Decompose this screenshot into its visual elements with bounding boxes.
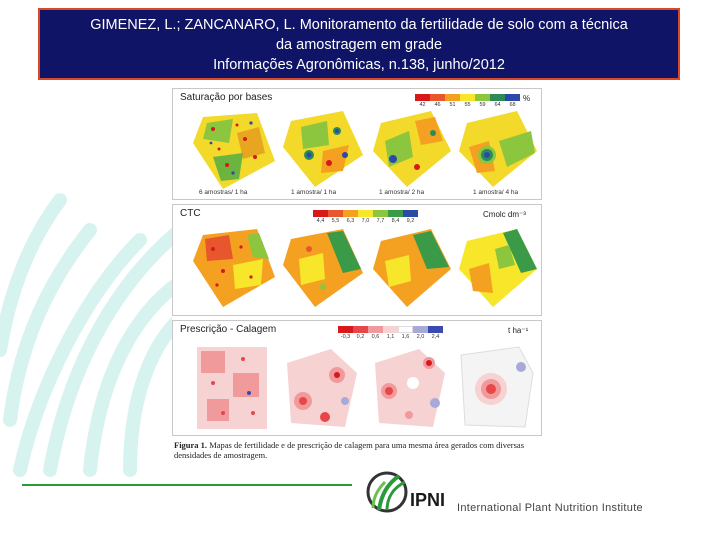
panel-title: Saturação por bases xyxy=(180,92,273,103)
scale-unit: % xyxy=(523,94,531,103)
caption-density-2: 1 amostra/ 1 ha xyxy=(291,189,337,196)
ipni-logo-text: IPNI xyxy=(410,490,446,510)
panel-ctc: CTC 4,4 5,5 6,3 7,0 7,7 8,4 9,2 Cmolc dm⁻³ xyxy=(172,204,542,316)
figure-caption-label: Figura 1. xyxy=(174,440,208,450)
scale-labels: -0,3 0,2 0,6 1,1 1,6 2,0 2,4 xyxy=(340,334,440,340)
figure-caption: Figura 1. Mapas de fertilidade e de pres… xyxy=(174,440,542,460)
panel-title: CTC xyxy=(180,208,201,219)
map-cal-2 xyxy=(287,349,357,427)
map-cal-3 xyxy=(375,349,445,427)
color-scale xyxy=(338,326,443,333)
footer-divider xyxy=(22,484,352,486)
caption-density-3: 1 amostra/ 2 ha xyxy=(379,189,425,196)
map-sat-1 xyxy=(193,113,275,189)
caption-density-1: 6 amostras/ 1 ha xyxy=(199,189,248,196)
figure-maps: Saturação por bases 42 46 51 55 59 64 68 % xyxy=(172,88,542,460)
citation-banner: GIMENEZ, L.; ZANCANARO, L. Monitoramento… xyxy=(38,8,680,80)
scale-unit: Cmolc dm⁻³ xyxy=(483,210,526,219)
color-scale xyxy=(313,210,418,217)
background-leaves-graphic xyxy=(0,193,207,477)
map-ctc-2 xyxy=(283,229,363,307)
map-cal-1 xyxy=(197,347,267,429)
citation-line-2: da amostragem em grade xyxy=(275,37,443,53)
map-cal-4 xyxy=(460,346,534,428)
scale-labels: 42 46 51 55 59 64 68 xyxy=(419,102,516,108)
color-scale xyxy=(415,94,520,101)
panel-title: Prescrição - Calagem xyxy=(180,324,277,335)
caption-density-4: 1 amostra/ 4 ha xyxy=(473,189,519,196)
figure-caption-text: Mapas de fertilidade e de prescrição de … xyxy=(174,440,525,460)
ipni-leaf-logo-icon xyxy=(366,471,408,513)
ipni-organization-name: International Plant Nutrition Institute xyxy=(457,502,643,514)
citation-line-1: GIMENEZ, L.; ZANCANARO, L. Monitoramento… xyxy=(90,17,628,33)
scale-unit: t ha⁻¹ xyxy=(508,326,529,335)
map-sat-3 xyxy=(373,111,451,187)
map-ctc-3 xyxy=(373,229,451,307)
panel-saturacao: Saturação por bases 42 46 51 55 59 64 68 % xyxy=(172,88,542,200)
citation-line-3: Informações Agronômicas, n.138, junho/20… xyxy=(213,57,505,73)
scale-labels: 4,4 5,5 6,3 7,0 7,7 8,4 9,2 xyxy=(316,218,415,224)
map-sat-4 xyxy=(459,111,537,187)
map-sat-2 xyxy=(283,111,363,187)
map-ctc-4 xyxy=(459,229,537,307)
map-ctc-1 xyxy=(193,229,275,307)
panel-prescricao: Prescrição - Calagem -0,3 0,2 0,6 1,1 1,6 2… xyxy=(172,320,542,436)
